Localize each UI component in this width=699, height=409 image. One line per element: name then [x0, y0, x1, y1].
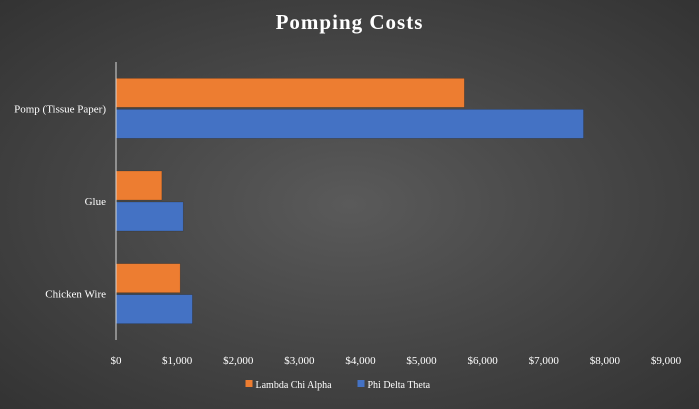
- x-tick-label: $2,000: [223, 355, 254, 367]
- category-label: Glue: [85, 196, 107, 208]
- x-tick-label: $0: [111, 355, 123, 367]
- legend-swatch: [245, 380, 253, 387]
- bar: [115, 109, 584, 139]
- category-label: Pomp (Tissue Paper): [14, 103, 106, 115]
- x-tick-label: $5,000: [406, 355, 437, 367]
- x-tick-label: $1,000: [162, 355, 193, 367]
- x-tick-label: $3,000: [284, 355, 315, 367]
- bar: [115, 78, 465, 108]
- bar: [115, 201, 184, 232]
- x-tick-label: $9,000: [651, 355, 682, 367]
- x-tick-label: $8,000: [590, 355, 621, 367]
- legend-label: Lambda Chi Alpha: [256, 380, 333, 391]
- bar: [115, 263, 181, 293]
- legend-swatch: [357, 380, 365, 387]
- legend-label: Phi Delta Theta: [368, 380, 431, 391]
- x-tick-label: $4,000: [345, 355, 376, 367]
- category-label: Chicken Wire: [45, 289, 106, 301]
- bar: [115, 170, 163, 201]
- chart-title: Pomping Costs: [275, 10, 424, 34]
- x-tick-label: $6,000: [468, 355, 499, 367]
- bar: [115, 294, 193, 324]
- x-tick-label: $7,000: [529, 355, 560, 367]
